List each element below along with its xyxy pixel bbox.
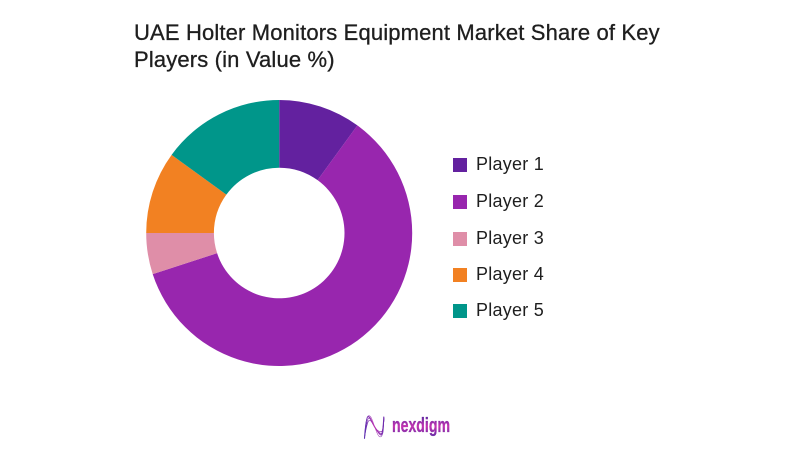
svg-text:nexdigm: nexdigm: [392, 415, 450, 437]
